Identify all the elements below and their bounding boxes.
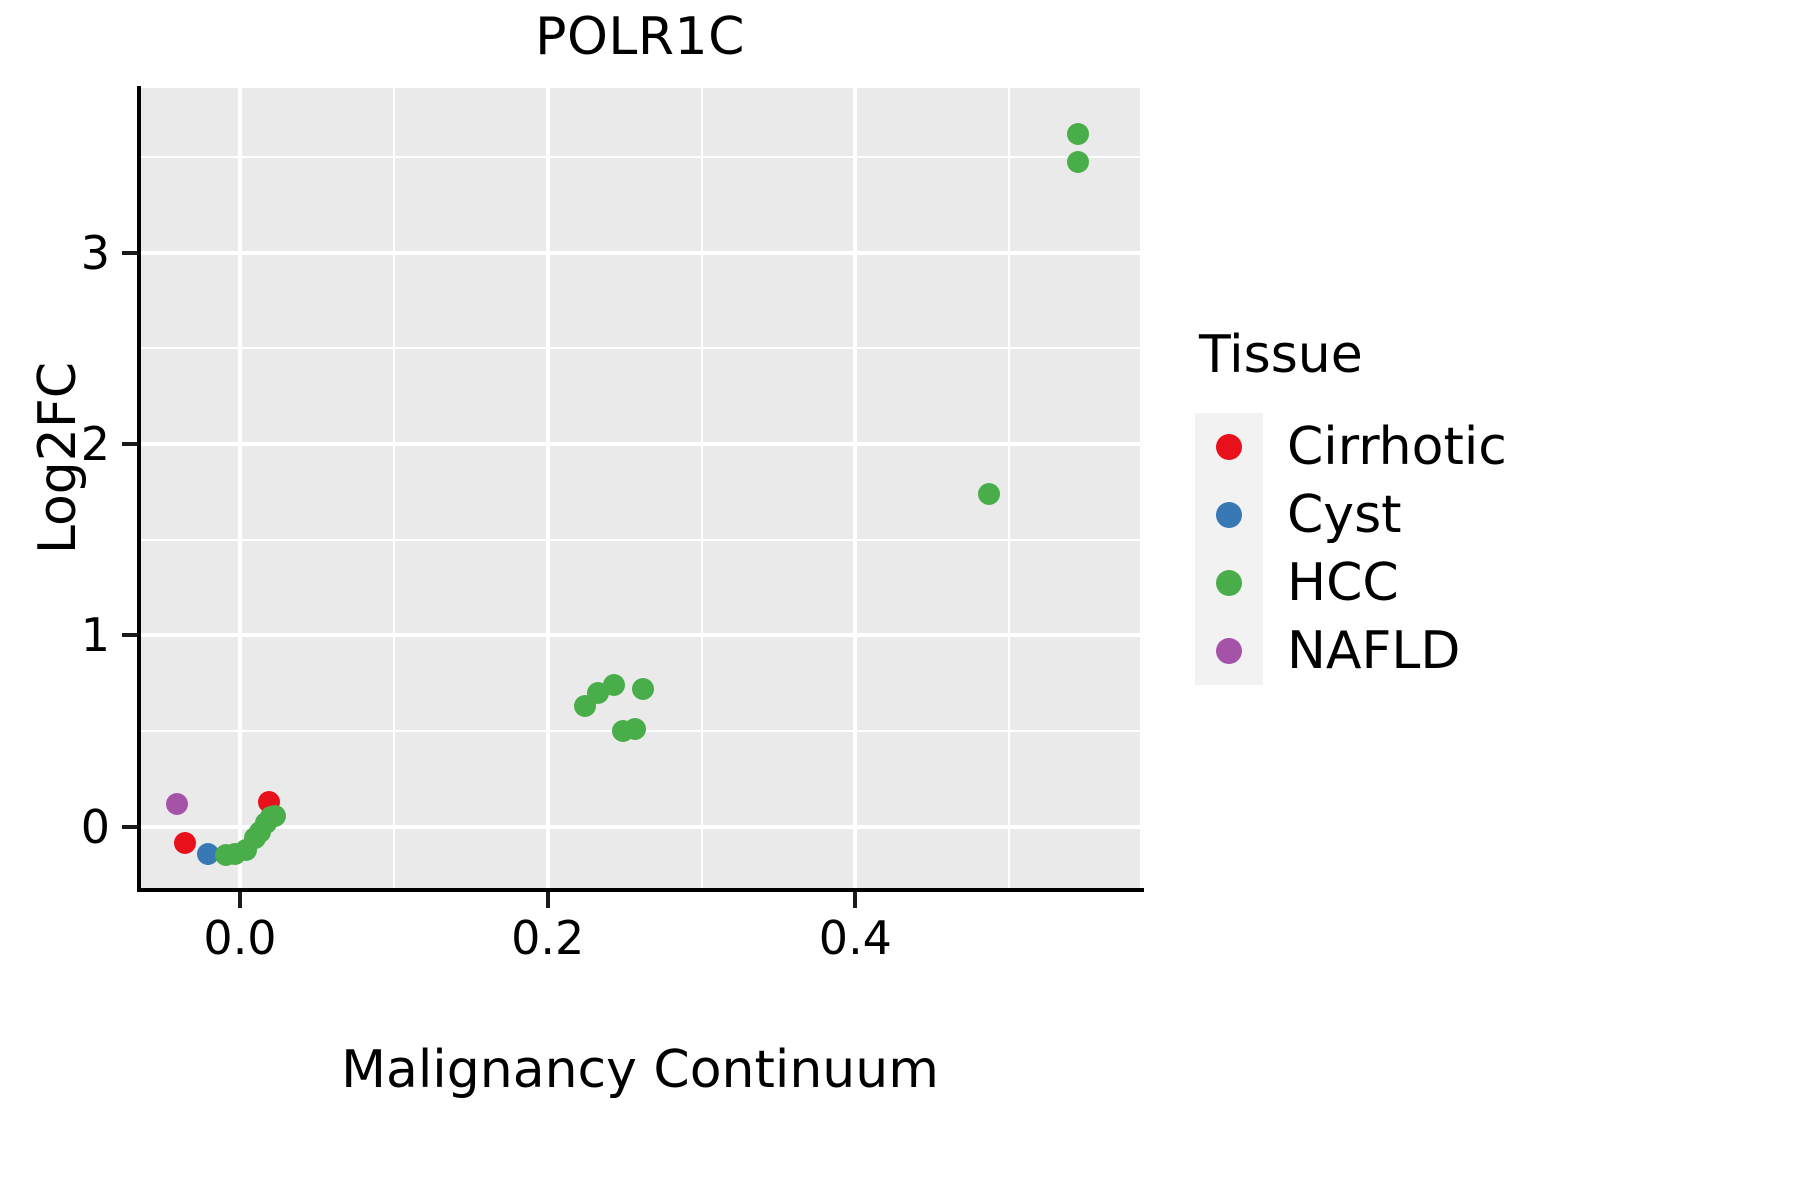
y-axis-tick (122, 441, 138, 446)
legend-dot-icon (1216, 434, 1242, 460)
legend-swatch (1195, 617, 1263, 685)
legend: Tissue Cirrhotic Cyst HCC NAFLD (1195, 325, 1755, 685)
data-point (264, 805, 287, 828)
legend-swatch (1195, 481, 1263, 549)
legend-item-label: HCC (1287, 553, 1399, 613)
gridline-minor-horizontal (140, 155, 1140, 158)
gridline-major-horizontal (140, 633, 1140, 638)
gridline-major-horizontal (140, 250, 1140, 255)
gridline-major-vertical (545, 88, 550, 888)
y-axis-tick-label: 1 (80, 608, 110, 663)
y-axis-tick (122, 633, 138, 638)
gridline-major-vertical (238, 88, 242, 888)
y-axis-tick-label: 2 (80, 416, 110, 471)
x-axis-tick (545, 892, 550, 908)
gridline-major-horizontal (140, 824, 1140, 829)
legend-dot-icon (1216, 502, 1242, 528)
gridline-minor-horizontal (140, 538, 1140, 541)
gridline-major-vertical (853, 88, 858, 888)
legend-item[interactable]: HCC (1195, 549, 1755, 617)
data-point (173, 831, 196, 854)
legend-item[interactable]: Cyst (1195, 481, 1755, 549)
gridline-minor-vertical (700, 88, 703, 888)
y-axis-tick-label: 3 (80, 225, 110, 280)
data-point (165, 793, 188, 816)
gridline-major-horizontal (140, 441, 1140, 446)
legend-item[interactable]: NAFLD (1195, 617, 1755, 685)
y-axis-tick-label: 0 (80, 799, 110, 854)
y-axis-tick (122, 250, 138, 255)
legend-item-label: NAFLD (1287, 621, 1461, 681)
x-axis-title: Malignancy Continuum (341, 1040, 939, 1100)
legend-dot-icon (1216, 638, 1242, 664)
gridline-minor-vertical (392, 88, 395, 888)
data-point (196, 842, 219, 865)
data-point (624, 718, 647, 741)
x-axis-tick (238, 892, 242, 908)
data-point (632, 677, 655, 700)
y-axis-line (137, 86, 141, 892)
x-axis-line (137, 888, 1144, 892)
y-axis-title: Log2FC (28, 361, 88, 555)
legend-item-label: Cyst (1287, 485, 1402, 545)
plot-panel (140, 88, 1140, 888)
legend-swatch (1195, 549, 1263, 617)
page-title: POLR1C (535, 7, 745, 67)
x-axis-tick-label: 0.4 (818, 911, 892, 965)
legend-item[interactable]: Cirrhotic (1195, 413, 1755, 481)
legend-dot-icon (1216, 570, 1242, 596)
legend-item-label: Cirrhotic (1287, 417, 1507, 477)
x-axis-tick-label: 0.2 (511, 911, 585, 965)
gridline-minor-vertical (1008, 88, 1011, 888)
legend-swatch (1195, 413, 1263, 481)
y-axis-tick (122, 824, 138, 829)
x-axis-tick-label: 0.0 (203, 911, 277, 965)
data-point (1067, 151, 1090, 174)
x-axis-tick (853, 892, 858, 908)
data-point (1067, 123, 1090, 146)
legend-items: Cirrhotic Cyst HCC NAFLD (1195, 413, 1755, 685)
data-point (602, 673, 625, 696)
gridline-minor-horizontal (140, 347, 1140, 350)
legend-title: Tissue (1199, 325, 1363, 385)
data-point (978, 483, 1001, 506)
